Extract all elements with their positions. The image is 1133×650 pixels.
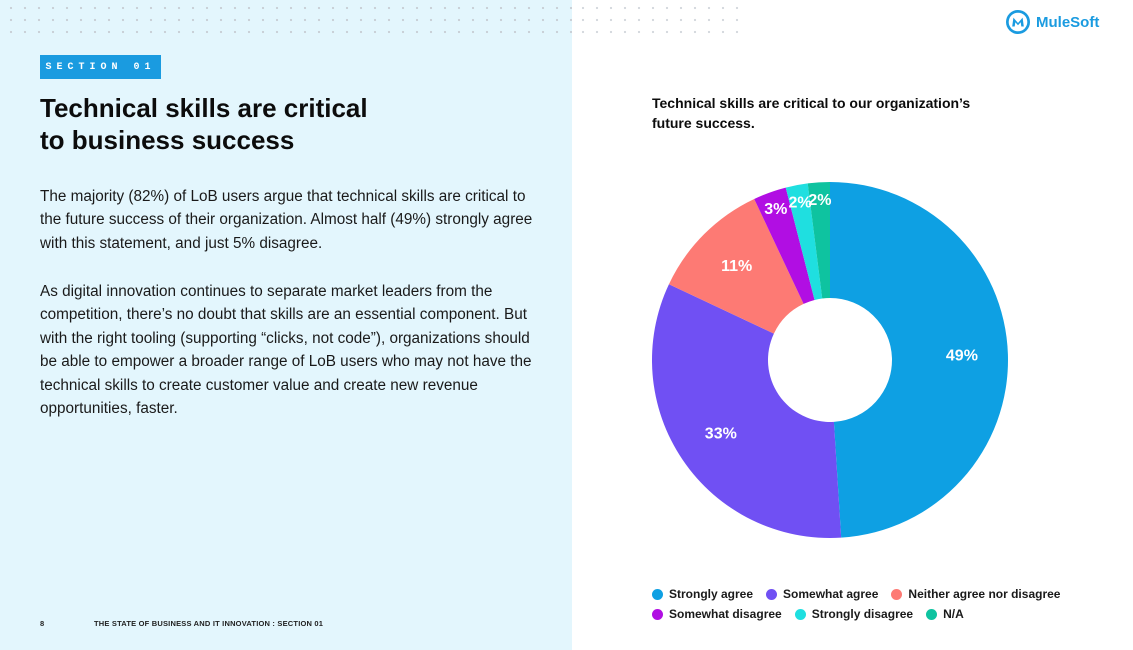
chart-title: Technical skills are critical to our org… [652, 95, 971, 131]
legend-label: Somewhat agree [783, 587, 879, 601]
legend-item: Strongly agree [652, 587, 753, 601]
footer-text: THE STATE OF BUSINESS AND IT INNOVATION … [94, 619, 324, 628]
legend-label: Strongly disagree [811, 607, 914, 621]
slice-label: 33% [705, 426, 737, 443]
slice-label: 2% [808, 192, 831, 209]
legend-row: Strongly agree Somewhat agree Neither agre… [652, 584, 1102, 604]
body-paragraph-2: As digital innovation continues to separ… [40, 283, 532, 418]
legend-swatch [766, 588, 778, 600]
slice-strongly-disagree [785, 183, 823, 300]
donut-chart: 49%33%11%3% 2%2% [652, 182, 1008, 538]
legend-item: Neither agree nor disagree [891, 587, 1060, 601]
legend-item: Strongly disagree [794, 607, 914, 621]
dot-pattern-left [0, 0, 572, 40]
legend-item: Somewhat agree [766, 587, 878, 601]
slice-n-a [807, 182, 830, 299]
brand-name: MuleSoft [1036, 13, 1100, 31]
page-title-line-1: Technical skills are critical [40, 93, 368, 123]
legend-label: N/A [943, 607, 964, 621]
slice-somewhat-agree [652, 284, 842, 538]
chart-legend: Strongly agree Somewhat agree Neither agre… [652, 584, 1102, 624]
legend-item: N/A [926, 607, 964, 621]
legend-row: Somewhat disagree Strongly disagree N/A [652, 604, 1102, 624]
page-title-line-2: to business success [40, 125, 295, 155]
page-title: Technical skills are critical to busines… [40, 92, 460, 156]
mulesoft-logo-icon [1006, 10, 1030, 34]
legend-swatch [926, 608, 938, 620]
legend-swatch [652, 588, 663, 600]
slice-label: 3% [764, 201, 787, 218]
legend-swatch [891, 588, 903, 600]
slice-somewhat-disagree [754, 187, 815, 304]
dot-pattern-right [572, 0, 742, 40]
page-number: 8 [40, 619, 45, 628]
legend-label: Strongly agree [669, 587, 754, 601]
slice-label: 2% [788, 194, 811, 211]
legend-swatch [794, 608, 806, 620]
legend-label: Somewhat disagree [669, 607, 782, 621]
legend-label: Neither agree nor disagree [908, 587, 1061, 601]
slice-neither-agree-nor-disagree [668, 198, 804, 334]
legend-item: Somewhat disagree [652, 607, 782, 621]
slice-label: 49% [946, 347, 978, 364]
slice-label: 11% [721, 258, 752, 275]
section-badge: SECTION 01 [40, 55, 161, 79]
body-paragraph-1: The majority (82%) of LoB users argue th… [40, 188, 533, 252]
left-panel [0, 0, 572, 650]
legend-swatch [652, 608, 663, 620]
mulesoft-logo: MuleSoft [1005, 9, 1099, 35]
slice-strongly-agree [830, 182, 1008, 538]
